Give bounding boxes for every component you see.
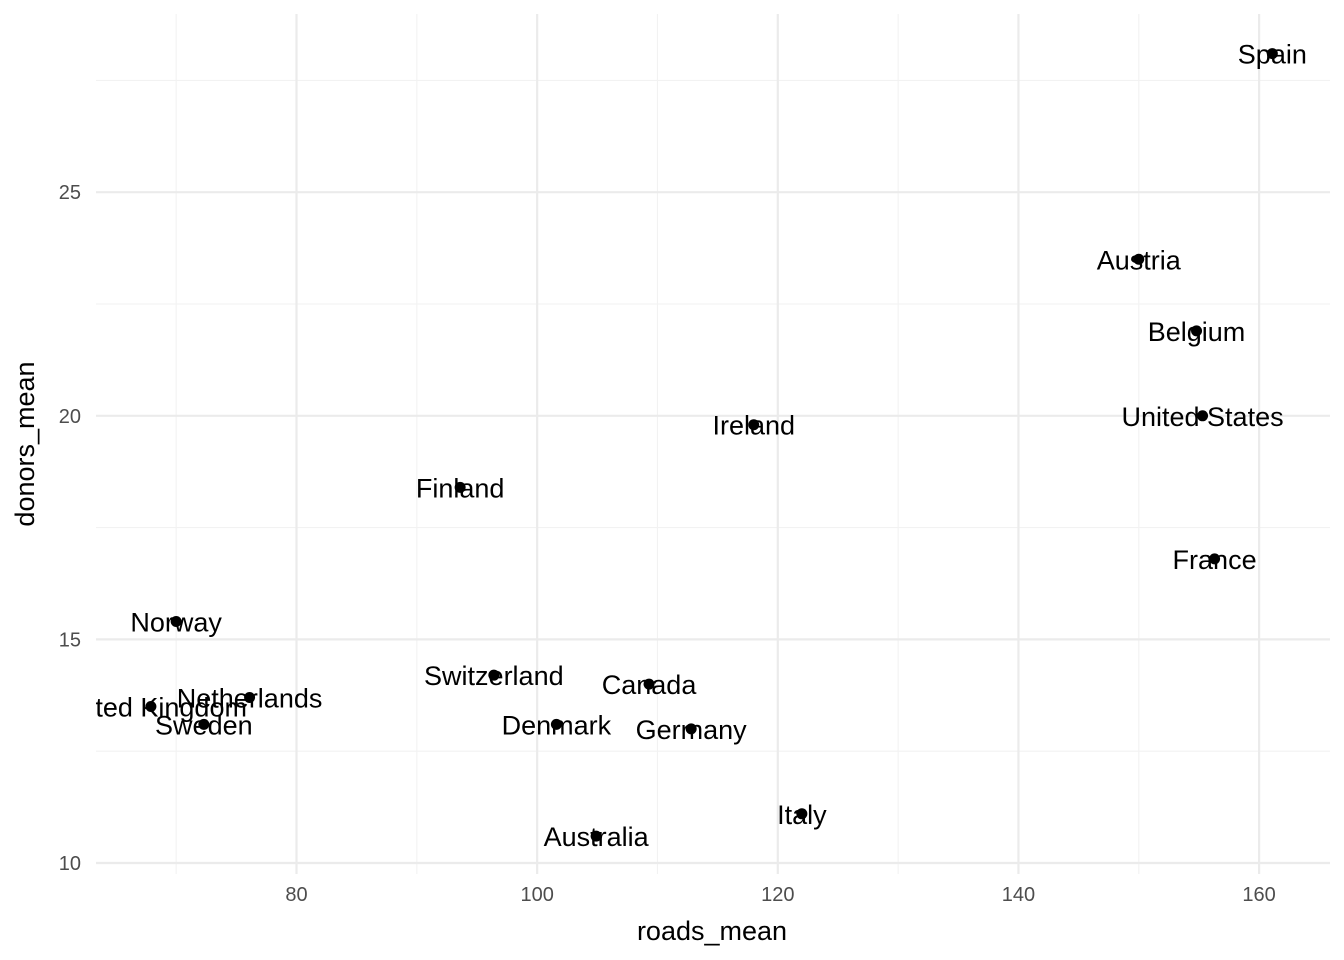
data-label: Belgium [1148,317,1246,347]
data-label: Canada [602,670,698,700]
data-label: Netherlands [177,684,323,714]
y-tick-label: 20 [59,406,81,428]
data-point [170,616,182,628]
data-point [643,678,655,690]
data-point [145,700,157,712]
data-label: United Kingdom [55,692,247,722]
data-point [685,723,697,735]
data-point [590,830,602,842]
data-point [1191,325,1203,337]
x-tick-label: 160 [1242,884,1275,906]
x-axis-title: roads_mean [637,916,787,946]
data-label: Finland [416,473,505,503]
data-label: Austria [1097,245,1182,275]
data-label: France [1173,545,1257,575]
data-point [488,669,500,681]
data-label: Italy [777,800,827,830]
x-axis-ticks: 80 100 120 140 160 [285,884,1275,906]
x-tick-label: 140 [1002,884,1035,906]
data-label: Sweden [155,710,253,740]
data-point [748,419,760,431]
data-label: Norway [130,608,222,638]
data-point [796,808,808,820]
data-label: Germany [636,715,748,745]
minor-gridlines [96,14,1330,874]
major-gridlines [96,14,1330,874]
data-label: Ireland [712,411,795,441]
y-tick-label: 15 [59,629,81,651]
data-point [1209,553,1221,565]
x-tick-label: 80 [285,884,307,906]
data-point [454,481,466,493]
data-label: United States [1122,402,1284,432]
data-point [198,718,210,730]
y-axis-ticks: 10 15 20 25 [59,182,81,875]
y-tick-label: 25 [59,182,81,204]
data-labels: Spain Austria Belgium United States Ireland F… [55,40,1307,853]
data-point [244,692,256,704]
data-point [1133,253,1145,265]
data-label: Australia [544,822,650,852]
data-label: Denmark [502,710,612,740]
data-label: Spain [1238,40,1307,70]
data-point [1197,410,1209,422]
x-tick-label: 100 [520,884,553,906]
y-tick-label: 10 [59,853,81,875]
y-axis-title: donors_mean [10,361,40,526]
data-point [1266,48,1278,60]
data-label: Switzerland [424,661,564,691]
data-point [550,718,562,730]
x-tick-label: 120 [761,884,794,906]
data-points [145,48,1278,842]
